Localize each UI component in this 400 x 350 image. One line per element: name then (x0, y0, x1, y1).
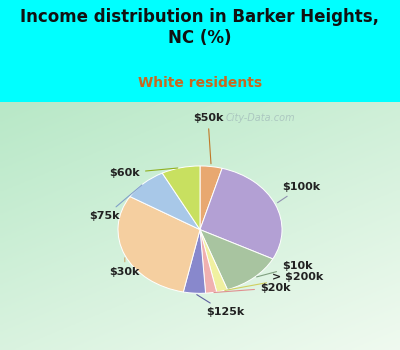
Wedge shape (200, 230, 217, 293)
Text: $30k: $30k (110, 258, 140, 277)
Wedge shape (118, 197, 200, 292)
Text: > $200k: > $200k (225, 272, 323, 290)
Wedge shape (183, 230, 206, 293)
Text: $50k: $50k (193, 113, 223, 164)
Wedge shape (130, 173, 200, 230)
Wedge shape (162, 166, 200, 230)
Text: $125k: $125k (197, 295, 244, 317)
Text: Income distribution in Barker Heights,
NC (%): Income distribution in Barker Heights, N… (20, 8, 380, 47)
Wedge shape (200, 168, 282, 259)
Text: $20k: $20k (214, 283, 290, 293)
Text: $60k: $60k (109, 168, 178, 178)
Text: $10k: $10k (256, 261, 312, 277)
Wedge shape (200, 166, 222, 230)
Text: City-Data.com: City-Data.com (225, 113, 295, 123)
Text: $75k: $75k (90, 185, 142, 222)
Wedge shape (200, 230, 228, 292)
Text: $100k: $100k (278, 182, 320, 203)
Text: White residents: White residents (138, 76, 262, 90)
Wedge shape (200, 230, 273, 290)
